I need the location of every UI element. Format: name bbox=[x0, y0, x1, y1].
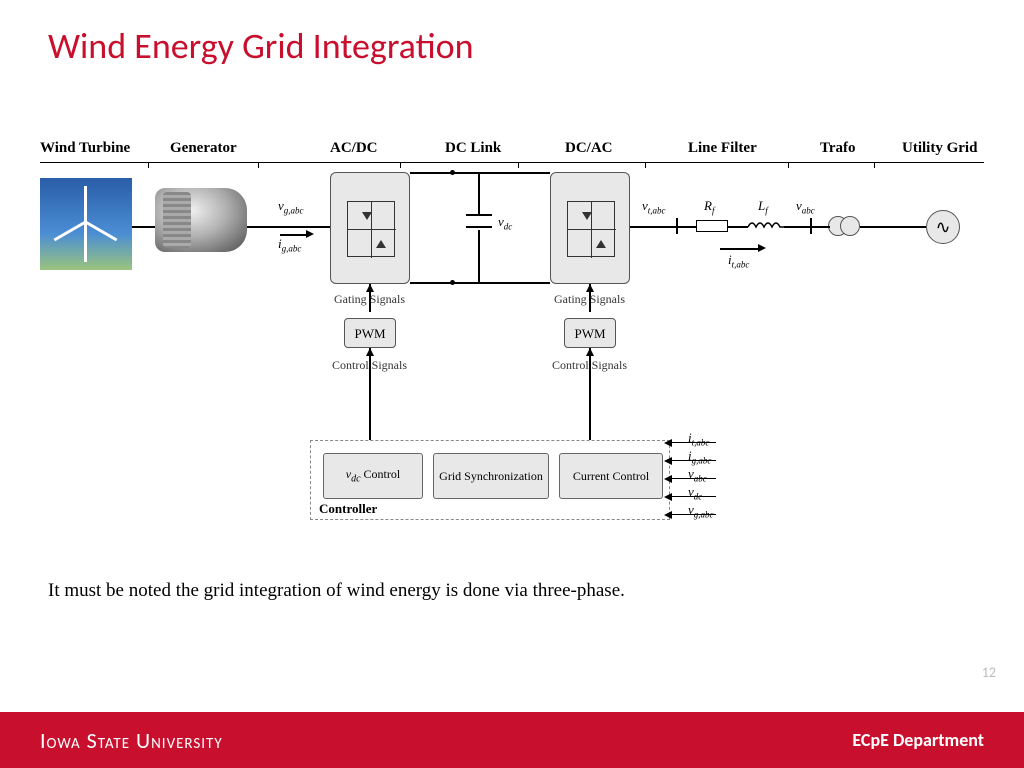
label-it: it,abc bbox=[728, 252, 749, 270]
slide-note: It must be noted the grid integration of… bbox=[48, 580, 625, 602]
label-control2: Control Signals bbox=[552, 358, 627, 373]
label-lf: Lf bbox=[758, 198, 768, 216]
pwm-box-1: PWM bbox=[344, 318, 396, 348]
stage-tick bbox=[645, 162, 646, 168]
fb-vg: vg,abc bbox=[688, 502, 714, 520]
stage-line-filter: Line Filter bbox=[688, 140, 757, 157]
wire bbox=[247, 226, 330, 228]
cap-plate bbox=[466, 226, 492, 228]
generator-image bbox=[155, 188, 247, 252]
label-control1: Control Signals bbox=[332, 358, 407, 373]
label-vg: vg,abc bbox=[278, 198, 304, 216]
wire bbox=[630, 226, 696, 228]
label-ig: ig,abc bbox=[278, 236, 301, 254]
arrow-it bbox=[720, 248, 760, 250]
dc-node bbox=[450, 170, 455, 175]
inductor-lf bbox=[748, 220, 784, 232]
wire bbox=[816, 226, 830, 228]
fb-it: it,abc bbox=[688, 430, 709, 448]
stage-tick bbox=[874, 162, 875, 168]
wind-turbine-image bbox=[40, 178, 132, 270]
controller-label: Controller bbox=[319, 501, 377, 517]
label-vdc: vdc bbox=[498, 214, 512, 232]
cap-wire bbox=[478, 230, 480, 283]
fb-vdc: vdc bbox=[688, 484, 702, 502]
stage-rule bbox=[40, 162, 984, 163]
label-vt: vt,abc bbox=[642, 198, 666, 216]
fb-ig: ig,abc bbox=[688, 448, 711, 466]
stage-tick bbox=[148, 162, 149, 168]
stage-tick bbox=[518, 162, 519, 168]
stage-trafo: Trafo bbox=[820, 140, 856, 157]
arrow-ig bbox=[280, 234, 308, 236]
stage-tick bbox=[258, 162, 259, 168]
dc-bus-bot bbox=[410, 282, 550, 284]
acdc-converter bbox=[330, 172, 410, 284]
slide-title: Wind Energy Grid Integration bbox=[0, 0, 1024, 68]
label-vabc: vabc bbox=[796, 198, 815, 216]
wire bbox=[589, 376, 591, 440]
fb-vabc: vabc bbox=[688, 466, 707, 484]
stage-generator: Generator bbox=[170, 140, 237, 157]
label-rf: Rf bbox=[704, 198, 714, 216]
dc-bus-top bbox=[410, 172, 550, 174]
wire bbox=[369, 376, 371, 440]
stage-tick bbox=[788, 162, 789, 168]
stage-wind-turbine: Wind Turbine bbox=[40, 140, 130, 157]
page-number: 12 bbox=[982, 664, 996, 681]
wire bbox=[132, 226, 155, 228]
dcac-converter bbox=[550, 172, 630, 284]
stage-header: Wind Turbine Generator AC/DC DC Link DC/… bbox=[40, 140, 984, 164]
dc-node bbox=[450, 280, 455, 285]
label-gating2: Gating Signals bbox=[554, 292, 625, 307]
department-name: ECpE Department bbox=[852, 729, 984, 751]
transformer bbox=[828, 214, 862, 238]
bus-tick bbox=[810, 218, 812, 234]
block-diagram: Wind Turbine Generator AC/DC DC Link DC/… bbox=[40, 140, 984, 540]
wire bbox=[860, 226, 926, 228]
stage-dclink: DC Link bbox=[445, 140, 501, 157]
cap-plate bbox=[466, 214, 492, 216]
stage-tick bbox=[400, 162, 401, 168]
footer-bar: Iowa State University ECpE Department bbox=[0, 712, 1024, 768]
cap-wire bbox=[478, 172, 480, 214]
vdc-control-box: vdc Control bbox=[323, 453, 423, 499]
current-control-box: Current Control bbox=[559, 453, 663, 499]
controller-group: vdc Control Grid Synchronization Current… bbox=[310, 440, 670, 520]
label-gating1: Gating Signals bbox=[334, 292, 405, 307]
stage-dcac: DC/AC bbox=[565, 140, 613, 157]
stage-acdc: AC/DC bbox=[330, 140, 378, 157]
grid-sync-box: Grid Synchronization bbox=[433, 453, 549, 499]
stage-utility-grid: Utility Grid bbox=[902, 140, 977, 157]
wire bbox=[728, 226, 748, 228]
bus-tick bbox=[676, 218, 678, 234]
resistor-rf bbox=[696, 220, 728, 232]
university-name: Iowa State University bbox=[40, 727, 223, 754]
pwm-box-2: PWM bbox=[564, 318, 616, 348]
grid-source: ∿ bbox=[926, 210, 960, 244]
